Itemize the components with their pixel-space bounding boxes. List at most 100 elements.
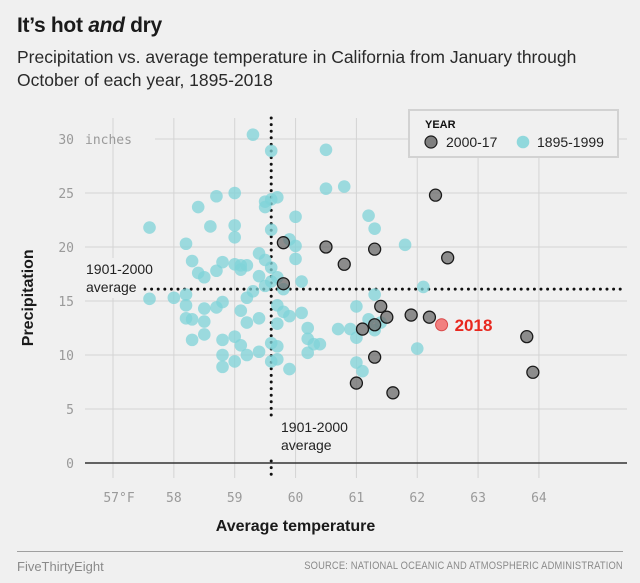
point-1895-1999: [264, 261, 278, 274]
y-axis-title: Precipitation: [20, 249, 37, 346]
footer-divider: [17, 551, 623, 552]
point-1895-1999: [204, 220, 217, 233]
point-1895-1999: [319, 182, 333, 195]
x-tick-label: 60: [288, 491, 304, 506]
point-2000-17: [368, 350, 382, 364]
point-2000-17: [526, 365, 540, 379]
point-1895-1999: [295, 275, 308, 288]
point-1895-1999: [283, 362, 296, 376]
point-1895-1999: [301, 321, 315, 335]
avg-precip-label-line1: 1901-2000: [86, 261, 153, 277]
point-1895-1999: [417, 280, 430, 294]
source-label: SOURCE: NATIONAL OCEANIC AND ATMOSPHERIC…: [304, 560, 623, 572]
legend-title: YEAR: [425, 119, 456, 131]
point-1895-1999: [216, 360, 229, 374]
data-points: [143, 128, 540, 400]
point-1895-1999: [270, 317, 284, 330]
chart-title: It’s hot and dry: [17, 14, 162, 38]
point-2000-17: [349, 376, 364, 390]
point-1895-1999: [167, 291, 181, 305]
point-1895-1999: [362, 209, 375, 222]
x-tick-label: 58: [166, 491, 182, 506]
label-2018: 2018: [455, 316, 493, 335]
point-2000-17: [368, 318, 382, 332]
point-1895-1999: [179, 237, 193, 251]
point-1895-1999: [240, 348, 254, 362]
point-2000-17: [276, 277, 291, 291]
point-1895-1999: [240, 316, 254, 329]
point-2000-17: [380, 310, 394, 324]
legend: YEAR 2000-17 1895-1999: [408, 109, 619, 158]
point-1895-1999: [216, 295, 229, 309]
point-2000-17: [319, 240, 333, 254]
point-2000-17: [441, 251, 455, 265]
point-1895-1999: [185, 313, 199, 326]
avg-precip-label-line2: average: [86, 279, 137, 295]
point-1895-1999: [246, 284, 260, 298]
point-2018: [435, 318, 449, 332]
brand-label: FiveThirtyEight: [17, 559, 104, 574]
legend-box: [408, 109, 619, 158]
x-axis-title: Average temperature: [216, 518, 376, 535]
point-1895-1999: [398, 238, 412, 252]
point-2000-17: [355, 322, 370, 336]
axes: 57°F 58 59 60 61 62 63 64 0 5 10 15 20 25 30 inches Aver…: [20, 133, 627, 535]
point-1895-1999: [234, 338, 248, 352]
annotations: 2018 1901-2000 average 1901-2000 average: [80, 258, 492, 453]
point-1895-1999: [264, 355, 278, 368]
point-1895-1999: [197, 270, 211, 284]
point-1895-1999: [252, 269, 266, 283]
point-1895-1999: [185, 333, 199, 347]
point-1895-1999: [197, 328, 211, 341]
point-1895-1999: [234, 304, 248, 318]
point-2000-17: [422, 310, 437, 324]
point-1895-1999: [191, 200, 205, 214]
x-tick-label: 62: [409, 491, 425, 506]
point-1895-1999: [410, 342, 424, 355]
point-1895-1999: [197, 315, 211, 328]
title-part-1: It’s hot: [17, 14, 89, 37]
point-1895-1999: [368, 288, 381, 301]
ref-label-bg: [80, 258, 140, 298]
point-1895-1999: [185, 254, 199, 268]
y-tick-label: 0: [66, 457, 74, 472]
point-1895-1999: [252, 311, 266, 325]
point-1895-1999: [179, 288, 193, 301]
point-1895-1999: [368, 222, 381, 235]
point-1895-1999: [228, 186, 241, 200]
x-tick-label: 57°F: [103, 491, 134, 506]
point-1895-1999: [289, 239, 302, 253]
point-1895-1999: [216, 333, 229, 347]
point-1895-1999: [356, 364, 369, 378]
y-tick-label: 5: [66, 403, 74, 418]
grid-lines: [85, 118, 627, 478]
y-tick-label: 10: [58, 349, 74, 364]
point-1895-1999: [319, 143, 333, 157]
point-1895-1999: [350, 300, 363, 313]
point-2000-17: [520, 329, 534, 344]
chart-subtitle: Precipitation vs. average temperature in…: [17, 47, 577, 90]
y-tick-label: 25: [58, 187, 74, 202]
avg-temp-label-line1: 1901-2000: [281, 419, 348, 435]
reference-lines: [143, 116, 624, 480]
point-1895-1999: [295, 306, 308, 320]
x-tick-label: 63: [470, 491, 486, 506]
point-1895-1999: [337, 180, 351, 193]
point-2000-17: [368, 242, 382, 256]
legend-marker-1895-1999: [516, 135, 530, 149]
legend-label-2000-17: 2000-17: [446, 134, 498, 150]
point-1895-1999: [289, 252, 302, 266]
point-1895-1999: [258, 200, 272, 214]
point-1895-1999: [210, 189, 223, 203]
point-1895-1999: [246, 128, 260, 141]
point-1895-1999: [289, 210, 302, 224]
y-tick-label: 20: [58, 241, 74, 256]
x-tick-label: 61: [349, 491, 365, 506]
point-2000-17: [428, 188, 443, 202]
point-1895-1999: [331, 322, 345, 336]
point-1895-1999: [179, 299, 193, 312]
title-part-2: dry: [124, 14, 162, 37]
legend-marker-2000-17: [424, 135, 438, 149]
point-1895-1999: [283, 309, 296, 323]
